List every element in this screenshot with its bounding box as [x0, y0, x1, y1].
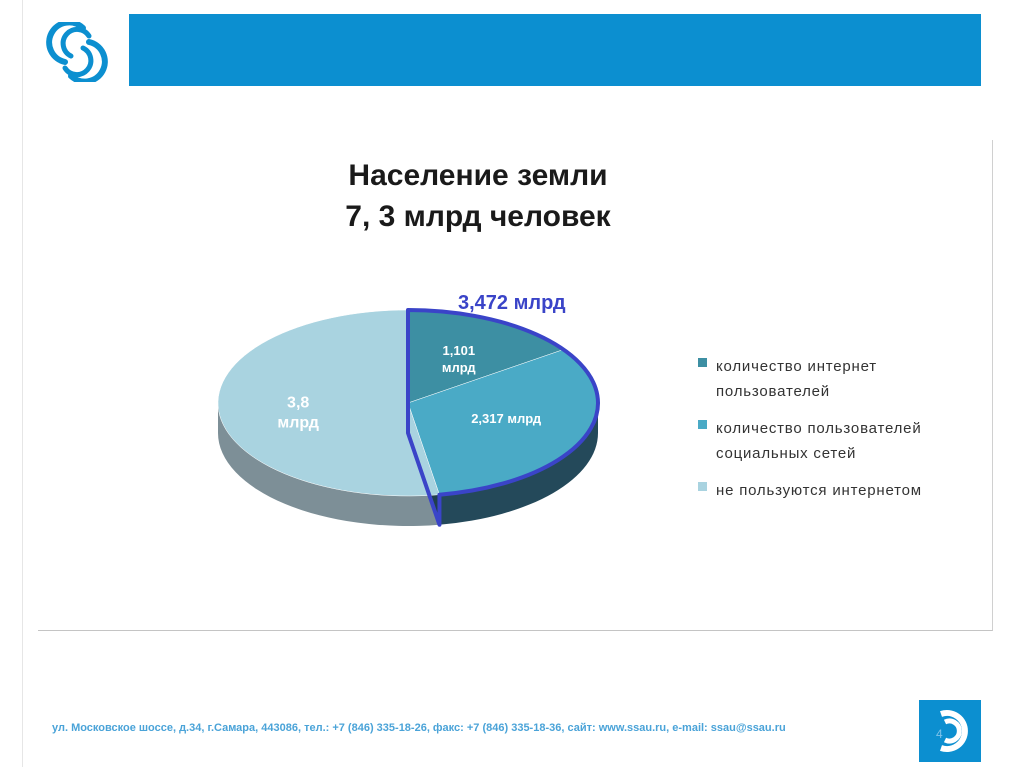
chart-title: Население земли 7, 3 млрд человек [288, 155, 668, 237]
data-label-internet-users: 1,101 млрд [442, 343, 476, 375]
chart-title-line: Население земли [348, 159, 608, 192]
legend: количество интернет пользователей количе… [698, 354, 988, 515]
ssau-footer-logo-icon [940, 710, 968, 752]
footer-logo [919, 700, 981, 762]
legend-item-non-users: не пользуются интернетом [698, 478, 988, 503]
legend-swatch-social-users [698, 420, 707, 429]
legend-label: количество пользователей социальных сете… [716, 420, 922, 462]
pie-slice-social-users-side [439, 403, 598, 525]
page-number: 4 [936, 727, 943, 741]
legend-swatch-non-users [698, 482, 707, 491]
pie-slice-non-users-side [218, 403, 440, 526]
data-label-non-users: 3,8 млрд [277, 394, 319, 431]
legend-label: количество интернет пользователей [716, 358, 877, 400]
data-label-social-users: 2,317 млрд [471, 411, 542, 426]
pie-chart: 1,101 млрд 2,317 млрд 3,8 млрд [217, 308, 600, 527]
highlight-outline [406, 308, 600, 527]
header-logo-panel [27, 14, 129, 86]
chart-subtitle-line: 7, 3 млрд человек [345, 200, 611, 233]
chart-area: Население земли 7, 3 млрд человек 1,101 м… [38, 140, 993, 631]
legend-item-internet-users: количество интернет пользователей [698, 354, 988, 404]
pie-slice-non-users [217, 309, 440, 497]
footer-address: ул. Московское шоссе, д.34, г.Самара, 44… [52, 722, 786, 734]
header-bar [27, 14, 981, 86]
ssau-logo-icon [46, 22, 108, 82]
highlight-total-label: 3,472 млрд [458, 292, 566, 314]
legend-label: не пользуются интернетом [716, 482, 922, 499]
legend-item-social-users: количество пользователей социальных сете… [698, 416, 988, 466]
legend-swatch-internet-users [698, 358, 707, 367]
